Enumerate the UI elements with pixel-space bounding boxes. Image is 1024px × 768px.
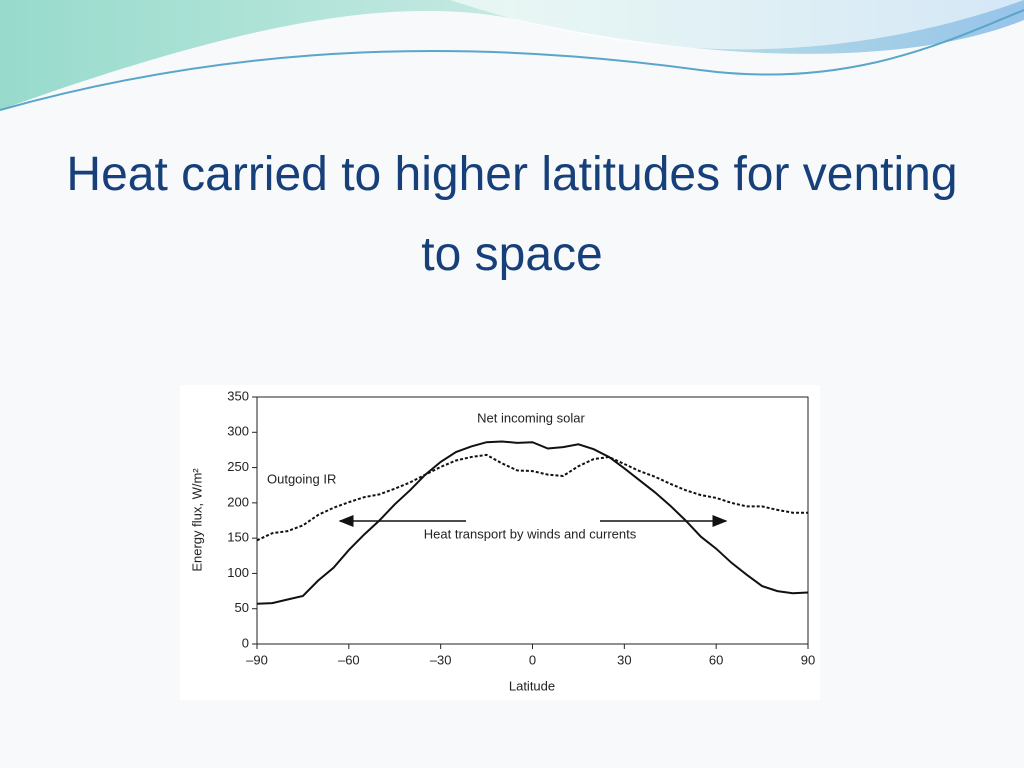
y-tick-label: 300 <box>227 424 249 439</box>
x-tick-label: 30 <box>617 652 631 667</box>
chart-background <box>180 385 820 700</box>
y-tick-label: 200 <box>227 494 249 509</box>
series-line <box>256 453 808 542</box>
y-tick-label: 150 <box>227 530 249 545</box>
x-tick-label: –60 <box>338 652 360 667</box>
x-tick-label: 90 <box>801 652 815 667</box>
series-line <box>256 440 809 605</box>
x-tick-label: 0 <box>529 652 536 667</box>
annotation: Heat transport by winds and currents <box>424 526 637 541</box>
y-tick-label: 250 <box>227 459 249 474</box>
series-label: Net incoming solar <box>477 410 585 425</box>
y-tick-label: 50 <box>235 600 249 615</box>
header-line <box>0 9 1024 111</box>
x-axis-label: Latitude <box>509 678 555 693</box>
y-axis-label: Energy flux, W/m² <box>189 468 204 572</box>
x-tick-label: –90 <box>246 652 268 667</box>
slide-title: Heat carried to higher latitudes for ven… <box>66 148 958 281</box>
x-tick-label: 60 <box>709 652 723 667</box>
x-tick-label: –30 <box>430 652 452 667</box>
y-tick-label: 100 <box>227 565 249 580</box>
header-wave <box>450 0 1024 50</box>
y-tick-label: 0 <box>242 635 249 650</box>
series-label: Outgoing IR <box>267 471 336 486</box>
y-tick-label: 350 <box>227 388 249 403</box>
